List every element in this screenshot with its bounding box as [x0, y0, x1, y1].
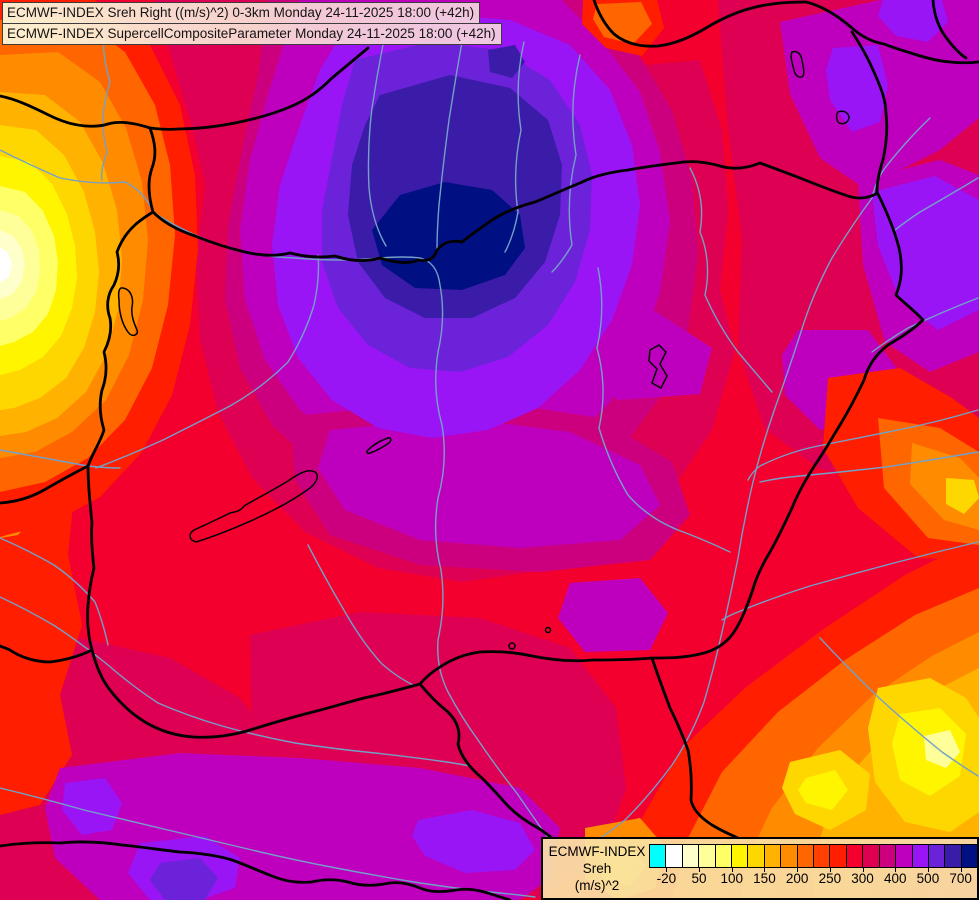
border-czech-slovakia	[148, 46, 370, 131]
colorbar-tick-label: -20	[656, 871, 677, 886]
colorbar-cell	[829, 845, 846, 867]
colorbar-tickmark	[960, 868, 962, 872]
colorbar-cell	[698, 845, 715, 867]
title-line-1: ECMWF-INDEX Sreh Right ((m/s)^2) 0-3km M…	[2, 2, 481, 24]
legend-colorbar	[649, 844, 978, 868]
border-romania-serbia	[650, 656, 740, 840]
border-top-chain	[592, 0, 916, 56]
colorbar-tick-label: 700	[949, 871, 972, 886]
title-line-2: ECMWF-INDEX SupercellCompositeParameter …	[2, 23, 502, 45]
river-zagyva	[596, 267, 731, 553]
colorbar-tick-label: 200	[785, 871, 809, 886]
colorbar-tick-label: 150	[753, 871, 776, 886]
colorbar-tickmark	[699, 868, 701, 872]
colorbar-tickmark	[829, 868, 831, 872]
border-hungary-serbia	[418, 650, 654, 686]
river-hernad	[689, 167, 773, 393]
lake-neusiedl	[117, 287, 139, 337]
border-hungary-croatia-west	[86, 210, 422, 739]
lake-dot-2	[544, 626, 552, 634]
colorbar-cell	[944, 845, 961, 867]
river-stream-ro	[894, 177, 979, 231]
border-croatia-serbia	[418, 682, 554, 840]
colorbar-cell	[714, 845, 732, 867]
river-stream-se	[819, 637, 979, 777]
legend-box: ECMWF-INDEX Sreh (m/s)^2 -20 50 100 150 200 2…	[541, 837, 979, 900]
legend-label-line-2: Sreh	[582, 861, 612, 876]
colorbar-tickmark	[797, 868, 799, 872]
colorbar-cell	[960, 845, 978, 867]
river-koros-1	[747, 409, 979, 481]
colorbar-cell	[878, 845, 896, 867]
colorbar-tickmark	[764, 868, 766, 872]
colorbar-tick-label: 300	[851, 871, 874, 886]
river-stream-sk1	[504, 41, 525, 253]
colorbar-tick-label: 400	[883, 871, 907, 886]
colorbar-cell	[911, 845, 928, 867]
border-ne-vertical	[850, 30, 889, 194]
colorbar-tick-label: 50	[691, 871, 707, 886]
colorbar-cell	[845, 845, 863, 867]
border-top-east	[912, 52, 979, 65]
border-hungary-romania	[650, 190, 925, 660]
border-austria-slovakia	[147, 126, 157, 214]
map-title-bar: ECMWF-INDEX Sreh Right ((m/s)^2) 0-3km M…	[2, 2, 502, 45]
lake-velence	[366, 437, 392, 454]
colorbar-tickmark	[666, 868, 668, 872]
colorbar-tick-label: 250	[818, 871, 842, 886]
colorbar-cell	[862, 845, 879, 867]
river-hron	[436, 29, 465, 251]
border-hungary-north	[151, 160, 878, 264]
lake-liptovska	[790, 50, 805, 78]
river-drava	[0, 596, 471, 767]
colorbar-cell	[681, 845, 699, 867]
colorbar-tickmark	[862, 868, 864, 872]
lakes	[117, 50, 850, 650]
colorbar-cell	[731, 845, 748, 867]
legend-product-label: ECMWF-INDEX Sreh (m/s)^2	[545, 843, 649, 894]
river-mura	[0, 537, 109, 646]
colorbar-tickmark	[731, 868, 733, 872]
colorbar-cell	[927, 845, 945, 867]
border-czech-austria	[0, 94, 152, 130]
border-croatia-bosnia	[0, 840, 512, 900]
border-slovenia-croatia	[0, 644, 94, 664]
colorbar-cell	[650, 845, 666, 867]
lake-dot-1	[508, 642, 516, 650]
colorbar-tickmark	[895, 868, 897, 872]
colorbar-cell	[796, 845, 814, 867]
river-sio	[307, 544, 416, 687]
lake-tisza	[648, 344, 668, 389]
lake-balaton	[189, 469, 318, 543]
border-austria-slovenia	[0, 464, 90, 505]
colorbar-cell	[665, 845, 682, 867]
river-tisza	[597, 117, 931, 841]
river-maros	[721, 541, 979, 621]
legend-label-line-1: ECMWF-INDEX	[548, 844, 646, 859]
colorbar-tick-label: 500	[916, 871, 940, 886]
colorbar-cell	[763, 845, 781, 867]
river-szamos	[871, 297, 979, 353]
river-raba	[95, 254, 320, 469]
colorbar-cell	[780, 845, 797, 867]
river-koros-2	[759, 451, 979, 483]
colorbar-cell	[895, 845, 912, 867]
colorbar-cell	[747, 845, 764, 867]
lake-small-ne	[835, 110, 850, 125]
border-top-east-2	[931, 0, 968, 60]
legend-label-line-3: (m/s)^2	[574, 878, 620, 893]
river-vah	[367, 29, 387, 247]
colorbar-tick-label: 100	[720, 871, 744, 886]
colorbar-tickmark	[927, 868, 929, 872]
colorbar-cell	[813, 845, 830, 867]
